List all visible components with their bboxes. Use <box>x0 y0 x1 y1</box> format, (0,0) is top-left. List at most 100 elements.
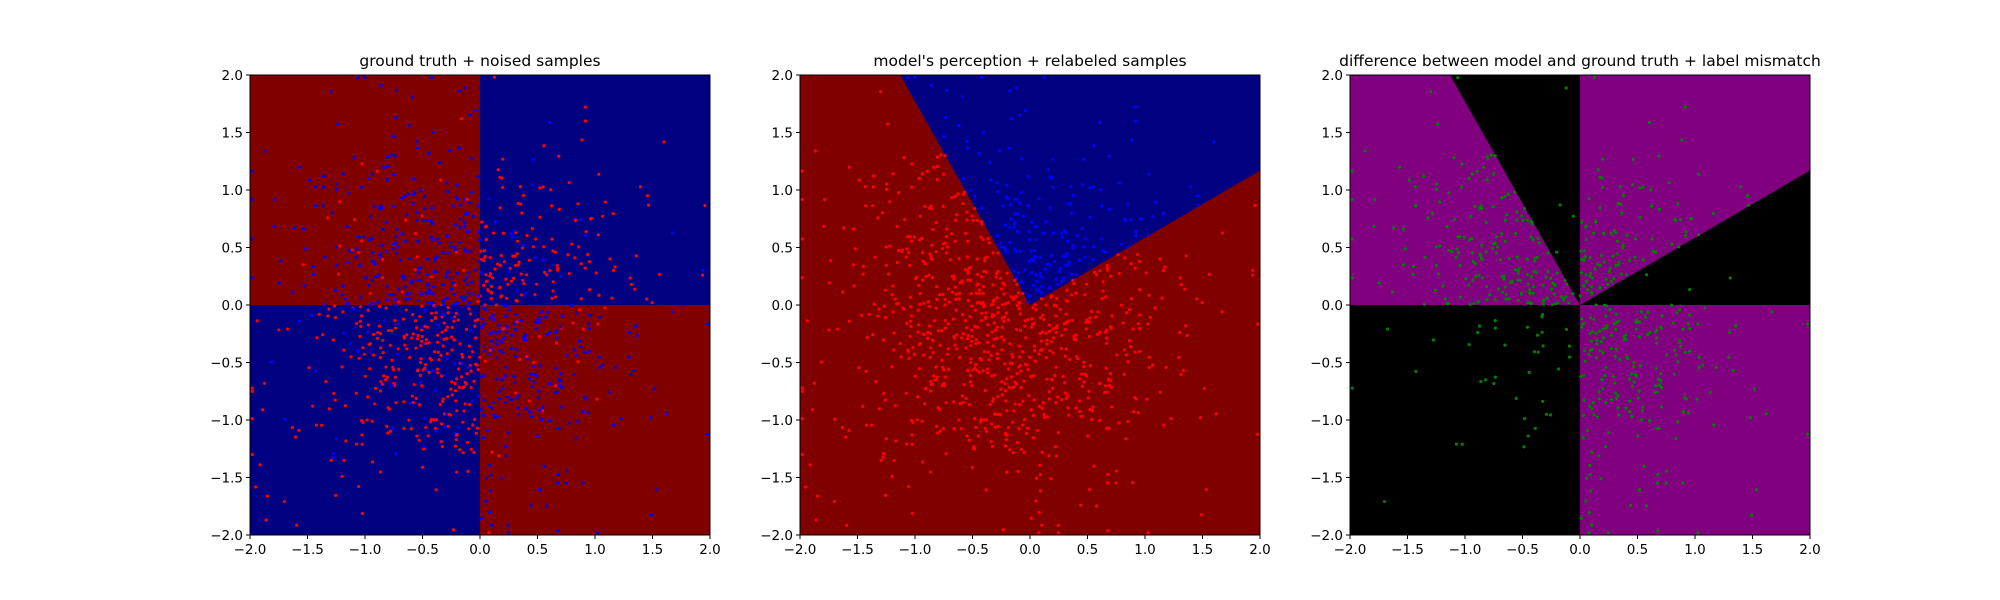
data-point <box>1122 372 1126 376</box>
data-point <box>994 275 998 279</box>
data-point <box>1021 423 1025 427</box>
data-point <box>1422 302 1426 306</box>
data-point <box>1087 488 1092 492</box>
data-point <box>473 268 477 272</box>
data-point <box>392 135 396 139</box>
data-point <box>1069 272 1073 276</box>
axes: −2.0 −1.5 −1.0 −0.5 0.0 0.5 1.0 1.5 2.0−2.0−1.5−… <box>1310 68 1821 558</box>
data-point <box>427 151 431 155</box>
data-point <box>1502 277 1506 281</box>
data-point <box>1624 337 1628 342</box>
data-point <box>454 399 458 403</box>
data-point <box>475 426 480 430</box>
data-point <box>1133 234 1138 238</box>
data-point <box>884 263 888 267</box>
data-point <box>1397 165 1401 169</box>
data-point <box>311 404 315 408</box>
data-point <box>511 254 515 258</box>
data-point <box>326 314 330 318</box>
data-point <box>645 194 650 198</box>
data-point <box>416 278 420 282</box>
data-point <box>1632 380 1636 384</box>
data-point <box>1001 204 1005 208</box>
data-point <box>1601 386 1605 390</box>
data-point <box>573 256 577 260</box>
data-point <box>1014 327 1019 331</box>
data-point <box>996 251 1000 255</box>
data-point <box>426 282 430 286</box>
data-point <box>1161 268 1166 273</box>
data-point <box>1018 201 1022 205</box>
data-point <box>1010 361 1014 365</box>
data-point <box>480 317 484 321</box>
data-point <box>340 474 344 479</box>
data-point <box>282 499 287 504</box>
data-point <box>614 365 618 369</box>
data-point <box>961 313 965 317</box>
data-point <box>1136 322 1141 326</box>
data-point <box>1676 360 1680 364</box>
data-point <box>534 327 538 331</box>
data-point <box>1606 430 1611 435</box>
data-point <box>501 351 505 355</box>
data-point <box>483 349 487 353</box>
data-point <box>923 204 927 208</box>
data-point <box>1068 185 1073 189</box>
data-point <box>516 239 520 243</box>
data-point <box>1689 216 1693 220</box>
data-point <box>1460 185 1464 189</box>
data-point <box>1012 268 1016 273</box>
y-tick-label: 0.5 <box>772 241 793 257</box>
data-point <box>338 244 342 248</box>
data-point <box>1066 406 1070 410</box>
data-point <box>841 290 845 294</box>
data-point <box>462 268 466 273</box>
data-point <box>334 493 338 498</box>
data-point <box>990 312 995 317</box>
data-point <box>1015 372 1019 376</box>
data-point <box>991 344 995 348</box>
data-point <box>1612 229 1617 233</box>
data-point <box>393 326 398 330</box>
data-point <box>929 207 934 211</box>
data-point <box>1738 185 1743 189</box>
data-point <box>1503 343 1507 347</box>
data-point <box>329 458 333 463</box>
data-point <box>954 292 958 296</box>
data-point <box>433 315 438 319</box>
data-point <box>397 287 401 291</box>
data-point <box>1421 174 1426 178</box>
data-point <box>897 248 901 253</box>
data-point <box>977 341 981 345</box>
data-point <box>1595 342 1599 346</box>
data-point <box>1108 325 1113 329</box>
data-point <box>970 214 974 218</box>
data-point <box>463 221 467 226</box>
data-point <box>1515 218 1519 222</box>
data-point <box>433 426 437 431</box>
data-point <box>990 330 994 334</box>
data-point <box>1075 273 1079 277</box>
data-point <box>370 251 375 255</box>
data-point <box>1105 426 1109 430</box>
data-point <box>957 297 961 301</box>
data-point <box>934 220 938 225</box>
data-point <box>1103 384 1108 388</box>
data-point <box>482 283 486 288</box>
data-point <box>384 220 388 225</box>
data-point <box>260 408 265 412</box>
data-point <box>432 418 436 422</box>
data-point <box>1599 340 1603 344</box>
data-point <box>303 247 307 251</box>
data-point <box>892 458 896 463</box>
data-point <box>1007 146 1011 150</box>
data-point <box>1104 295 1108 299</box>
data-point <box>861 264 866 268</box>
data-point <box>294 435 298 439</box>
data-point <box>1018 113 1022 117</box>
data-point <box>588 326 592 331</box>
data-point <box>1032 249 1037 253</box>
data-point <box>999 240 1003 245</box>
data-point <box>999 335 1004 339</box>
data-point <box>417 403 422 407</box>
